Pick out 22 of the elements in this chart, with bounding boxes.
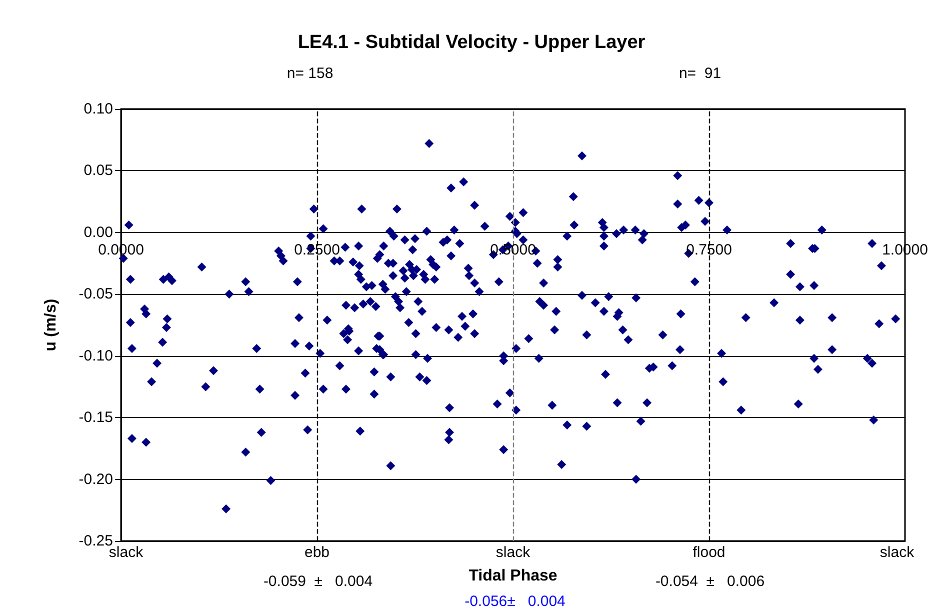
text: -0.054 ± 0.006 xyxy=(655,573,765,590)
y-tick-label: 0.10 xyxy=(84,100,113,118)
y-tick-label: 0.05 xyxy=(84,162,113,180)
text: flood xyxy=(692,544,726,561)
text: -0.056± 0.004 xyxy=(464,593,566,610)
y-tick-label: -0.20 xyxy=(78,470,113,488)
text: n= 158 xyxy=(286,65,334,82)
y-axis-title: u (m/s) xyxy=(42,298,60,352)
y-tick-label: -0.05 xyxy=(78,286,113,303)
text: ebb xyxy=(304,544,330,561)
text: n= 91 xyxy=(678,65,722,82)
y-tick-label: -0.10 xyxy=(78,347,113,364)
x-axis-title: Tidal Phase xyxy=(468,568,558,584)
y-tick-label: -0.15 xyxy=(78,409,113,426)
chart-title: LE4.1 - Subtidal Velocity - Upper Layer xyxy=(298,32,646,53)
text: -0.059 ± 0.004 xyxy=(263,573,373,590)
x-tick-label: 0.7500 xyxy=(686,241,732,258)
text: slack xyxy=(496,544,531,561)
y-tick-label: 0.00 xyxy=(84,224,113,241)
y-tick-label: -0.25 xyxy=(78,532,113,550)
text: slack xyxy=(880,544,915,561)
x-tick-label: 0.2500 xyxy=(294,241,340,258)
